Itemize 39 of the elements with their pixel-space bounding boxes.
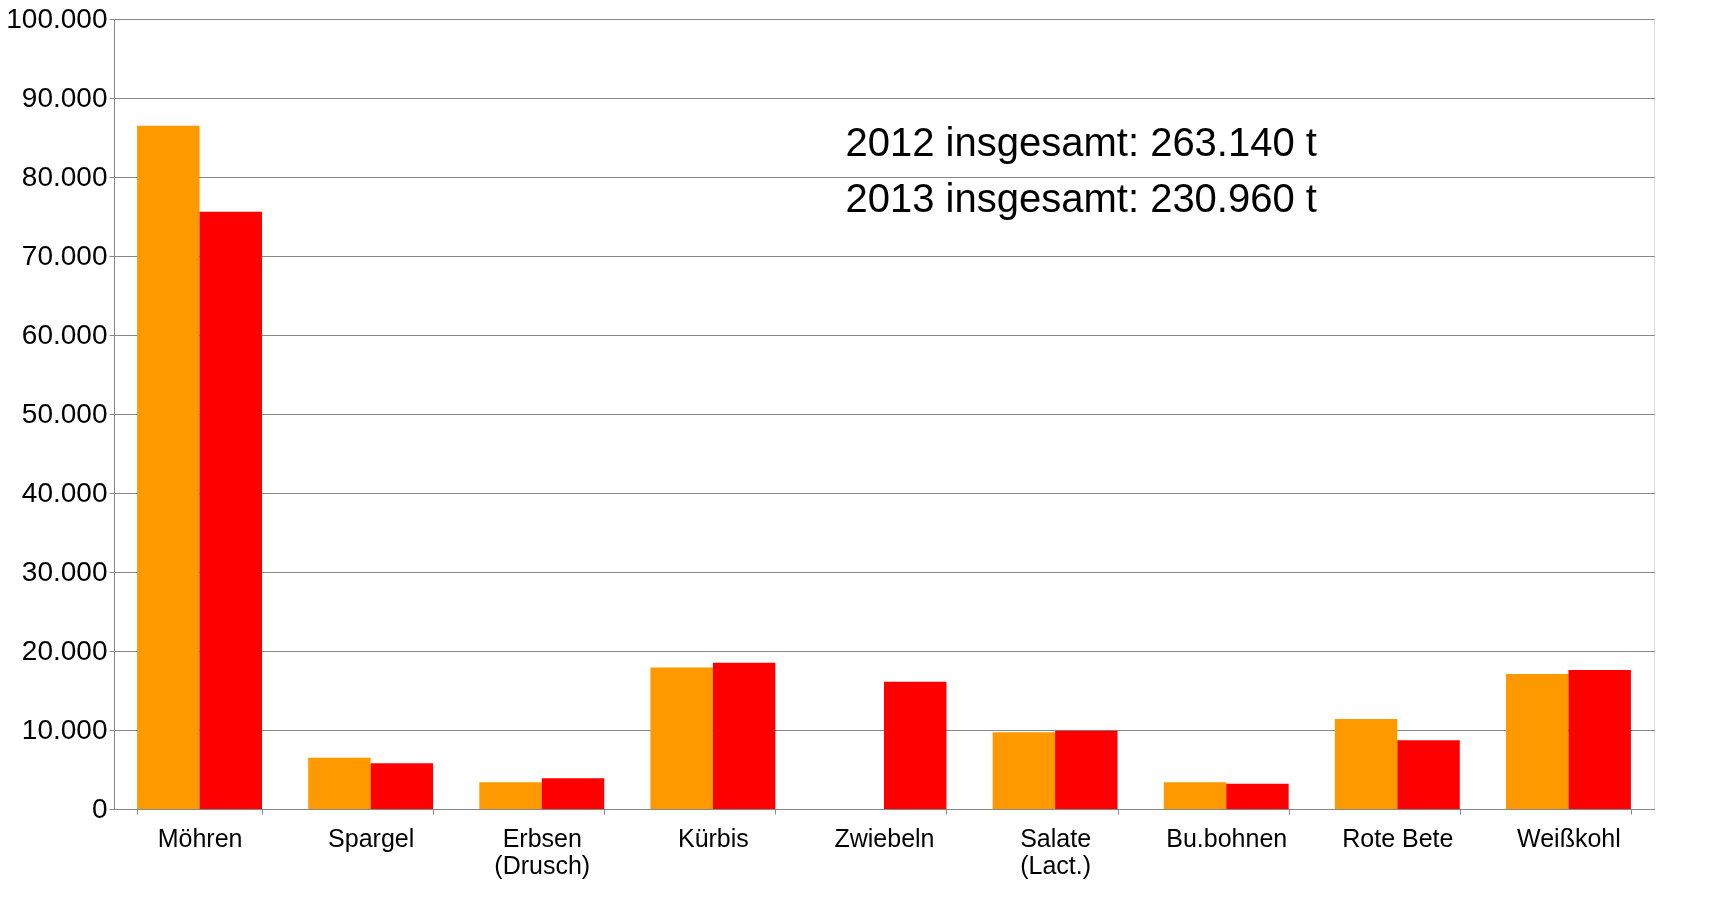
y-tick-label: 30.000: [21, 555, 108, 587]
x-tick-label: Weißkohl: [1517, 823, 1621, 852]
x-tick-label: Bu.bohnen: [1166, 823, 1288, 852]
bar: [137, 125, 200, 809]
x-tick-label: Rote Bete: [1342, 823, 1454, 852]
bar: [1334, 718, 1398, 809]
x-tick-label: Kürbis: [677, 823, 749, 852]
x-tick-label: Zwiebeln: [834, 823, 935, 852]
x-tick-label: Möhren: [157, 823, 243, 852]
bar: [1055, 730, 1118, 809]
bar: [992, 732, 1056, 809]
bar: [479, 782, 542, 809]
y-tick-label: 40.000: [21, 476, 108, 508]
y-tick-label: 70.000: [21, 239, 108, 271]
bar: [712, 662, 776, 809]
bar: [1226, 783, 1289, 809]
bar: [541, 778, 605, 809]
y-tick-label: 10.000: [21, 713, 108, 745]
bar: [1163, 782, 1227, 809]
bar: [884, 681, 947, 809]
y-tick-label: 100.000: [6, 2, 108, 34]
y-tick-label: 80.000: [21, 160, 108, 192]
bar: [370, 763, 434, 809]
bar: [650, 667, 713, 809]
x-tick-label: Spargel: [328, 823, 415, 852]
bar: [199, 211, 263, 809]
y-tick-label: 60.000: [21, 318, 108, 350]
y-tick-label: 0: [91, 792, 108, 824]
y-tick-label: 90.000: [21, 81, 108, 113]
annotation: 2012 insgesamt: 263.140 t: [845, 120, 1317, 164]
y-tick-label: 20.000: [21, 634, 108, 666]
x-tick-label: Salate (Lact.): [1020, 823, 1092, 879]
bar: [1397, 740, 1460, 809]
bar: [1568, 669, 1631, 809]
bar: [1505, 673, 1569, 809]
y-tick-label: 50.000: [21, 397, 108, 429]
x-tick-label: Erbsen (Drusch): [494, 823, 591, 879]
bar: [308, 757, 371, 809]
annotation: 2013 insgesamt: 230.960 t: [845, 176, 1317, 220]
